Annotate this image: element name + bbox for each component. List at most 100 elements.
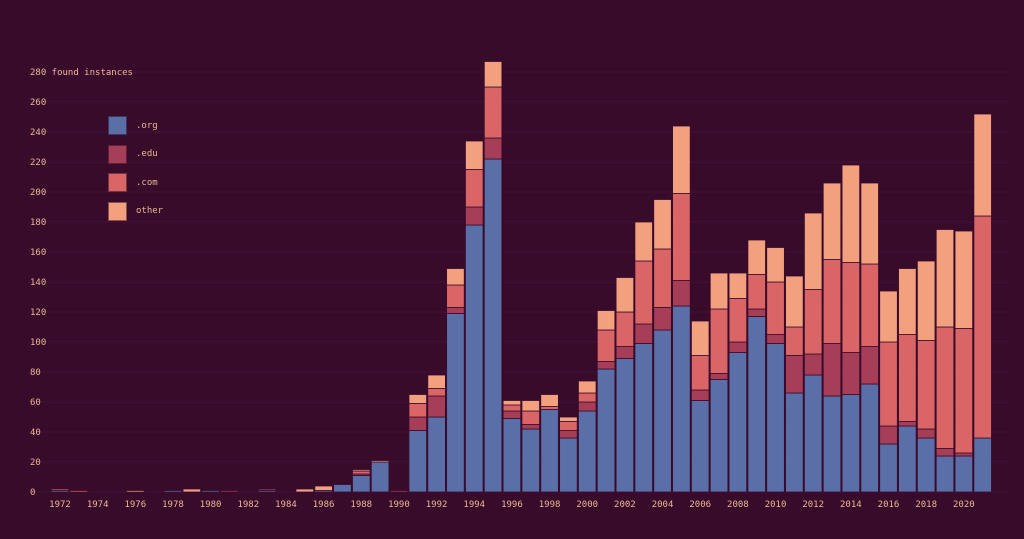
x-tick-label: 1972 — [49, 500, 71, 510]
bar-stack-1983 — [257, 488, 277, 493]
legend-item-other: other — [108, 201, 228, 221]
bar-segment-other — [352, 469, 371, 472]
bar-stack-2002 — [615, 277, 635, 493]
bar-segment-com — [502, 404, 522, 412]
y-tick-label: 140 — [30, 278, 46, 288]
y-tick-label: 60 — [30, 398, 41, 408]
bar-segment-edu — [728, 341, 748, 353]
x-tick-label: 1986 — [313, 500, 335, 510]
bar-segment-com — [559, 421, 578, 431]
bar-segment-com — [540, 406, 559, 410]
y-tick-label: 0 — [30, 488, 35, 498]
x-tick-label: 2008 — [727, 500, 749, 510]
bar-segment-org — [634, 343, 653, 493]
y-tick-label: 280 found instances — [30, 68, 133, 78]
bar-segment-com — [709, 308, 729, 374]
gridlines — [28, 71, 1010, 493]
x-tick-label: 2020 — [953, 500, 975, 510]
bar-segment-com — [446, 284, 465, 308]
bar-segment-com — [747, 274, 766, 310]
legend-item-edu: .edu — [108, 144, 228, 164]
x-tick-label: 2014 — [840, 500, 862, 510]
bar-segment-other — [540, 394, 559, 407]
x-tick-label: 2006 — [689, 500, 711, 510]
x-tick-label: 1996 — [501, 500, 523, 510]
bar-segment-edu — [596, 361, 616, 370]
bar-segment-edu — [446, 307, 465, 314]
x-tick-label: 1978 — [162, 500, 184, 510]
bar-segment-edu — [634, 323, 653, 344]
bar-segment-com — [352, 470, 371, 475]
bar-stack-2019 — [935, 229, 955, 493]
bar-segment-edu — [916, 428, 936, 439]
bar-segment-other — [126, 490, 145, 493]
bar-stack-2005 — [672, 125, 691, 493]
bar-segment-com — [785, 326, 804, 356]
bar-segment-org — [822, 395, 842, 493]
bar-stack-1972 — [50, 488, 70, 493]
bar-segment-edu — [954, 452, 974, 457]
bar-segment-org — [163, 490, 183, 493]
bar-segment-org — [841, 394, 861, 493]
bar-segment-org — [653, 329, 672, 493]
bar-stack-1996 — [502, 400, 522, 493]
bar-segment-edu — [898, 421, 917, 427]
bar-segment-other — [935, 229, 955, 328]
bar-segment-edu — [220, 490, 239, 493]
x-tick-label: 1974 — [87, 500, 109, 510]
bar-segment-org — [427, 416, 446, 493]
x-tick-label: 1976 — [124, 500, 146, 510]
legend-label: .org — [136, 120, 158, 131]
bar-segment-edu — [257, 488, 277, 491]
bar-segment-org — [879, 443, 898, 493]
bar-stack-1976 — [126, 490, 145, 493]
bar-segment-com — [596, 329, 616, 362]
bar-stack-1978 — [163, 490, 183, 493]
legend-swatch-edu — [108, 144, 127, 164]
bar-segment-edu — [427, 395, 446, 418]
x-tick-label: 1982 — [237, 500, 259, 510]
bar-segment-other — [879, 290, 898, 343]
bar-segment-other — [822, 182, 842, 260]
bar-segment-org — [728, 352, 748, 493]
bar-segment-other — [691, 320, 710, 356]
bar-segment-edu — [483, 137, 503, 160]
bar-segment-other — [314, 485, 333, 491]
bar-segment-other — [408, 394, 427, 404]
bar-stack-1992 — [427, 374, 446, 493]
bar-segment-org — [521, 428, 540, 493]
bar-segment-com — [860, 263, 879, 347]
bar-stack-1999 — [559, 416, 578, 493]
x-tick-label: 1980 — [200, 500, 222, 510]
bar-segment-org — [615, 358, 635, 493]
bar-stack-1997 — [521, 400, 540, 493]
bar-stack-1981 — [220, 490, 239, 493]
bar-segment-com — [728, 298, 748, 343]
bar-segment-edu — [822, 343, 842, 397]
bar-stack-1993 — [446, 268, 465, 493]
x-tick-label: 2016 — [878, 500, 900, 510]
bar-segment-org — [747, 316, 766, 493]
y-tick-label: 260 — [30, 98, 46, 108]
bar-stack-2001 — [596, 310, 616, 493]
bar-stack-1990 — [389, 490, 409, 493]
bar-segment-com — [691, 355, 710, 391]
bar-stack-1980 — [201, 490, 220, 493]
bar-segment-org — [898, 425, 917, 493]
bar-stack-2013 — [822, 182, 842, 493]
bar-stack-2007 — [709, 272, 729, 493]
bar-segment-edu — [879, 425, 898, 445]
legend-swatch-other — [108, 201, 127, 221]
bar-segment-com — [973, 215, 992, 439]
y-tick-label: 240 — [30, 128, 46, 138]
bar-stack-1989 — [370, 460, 390, 493]
bar-segment-other — [709, 272, 729, 310]
x-tick-label: 2002 — [614, 500, 636, 510]
bar-segment-other — [916, 260, 936, 341]
bar-segment-other — [446, 268, 465, 286]
bar-segment-other — [465, 140, 484, 170]
bar-stack-1995 — [483, 61, 503, 493]
legend-label: .edu — [136, 149, 158, 159]
bar-segment-org — [804, 374, 823, 493]
